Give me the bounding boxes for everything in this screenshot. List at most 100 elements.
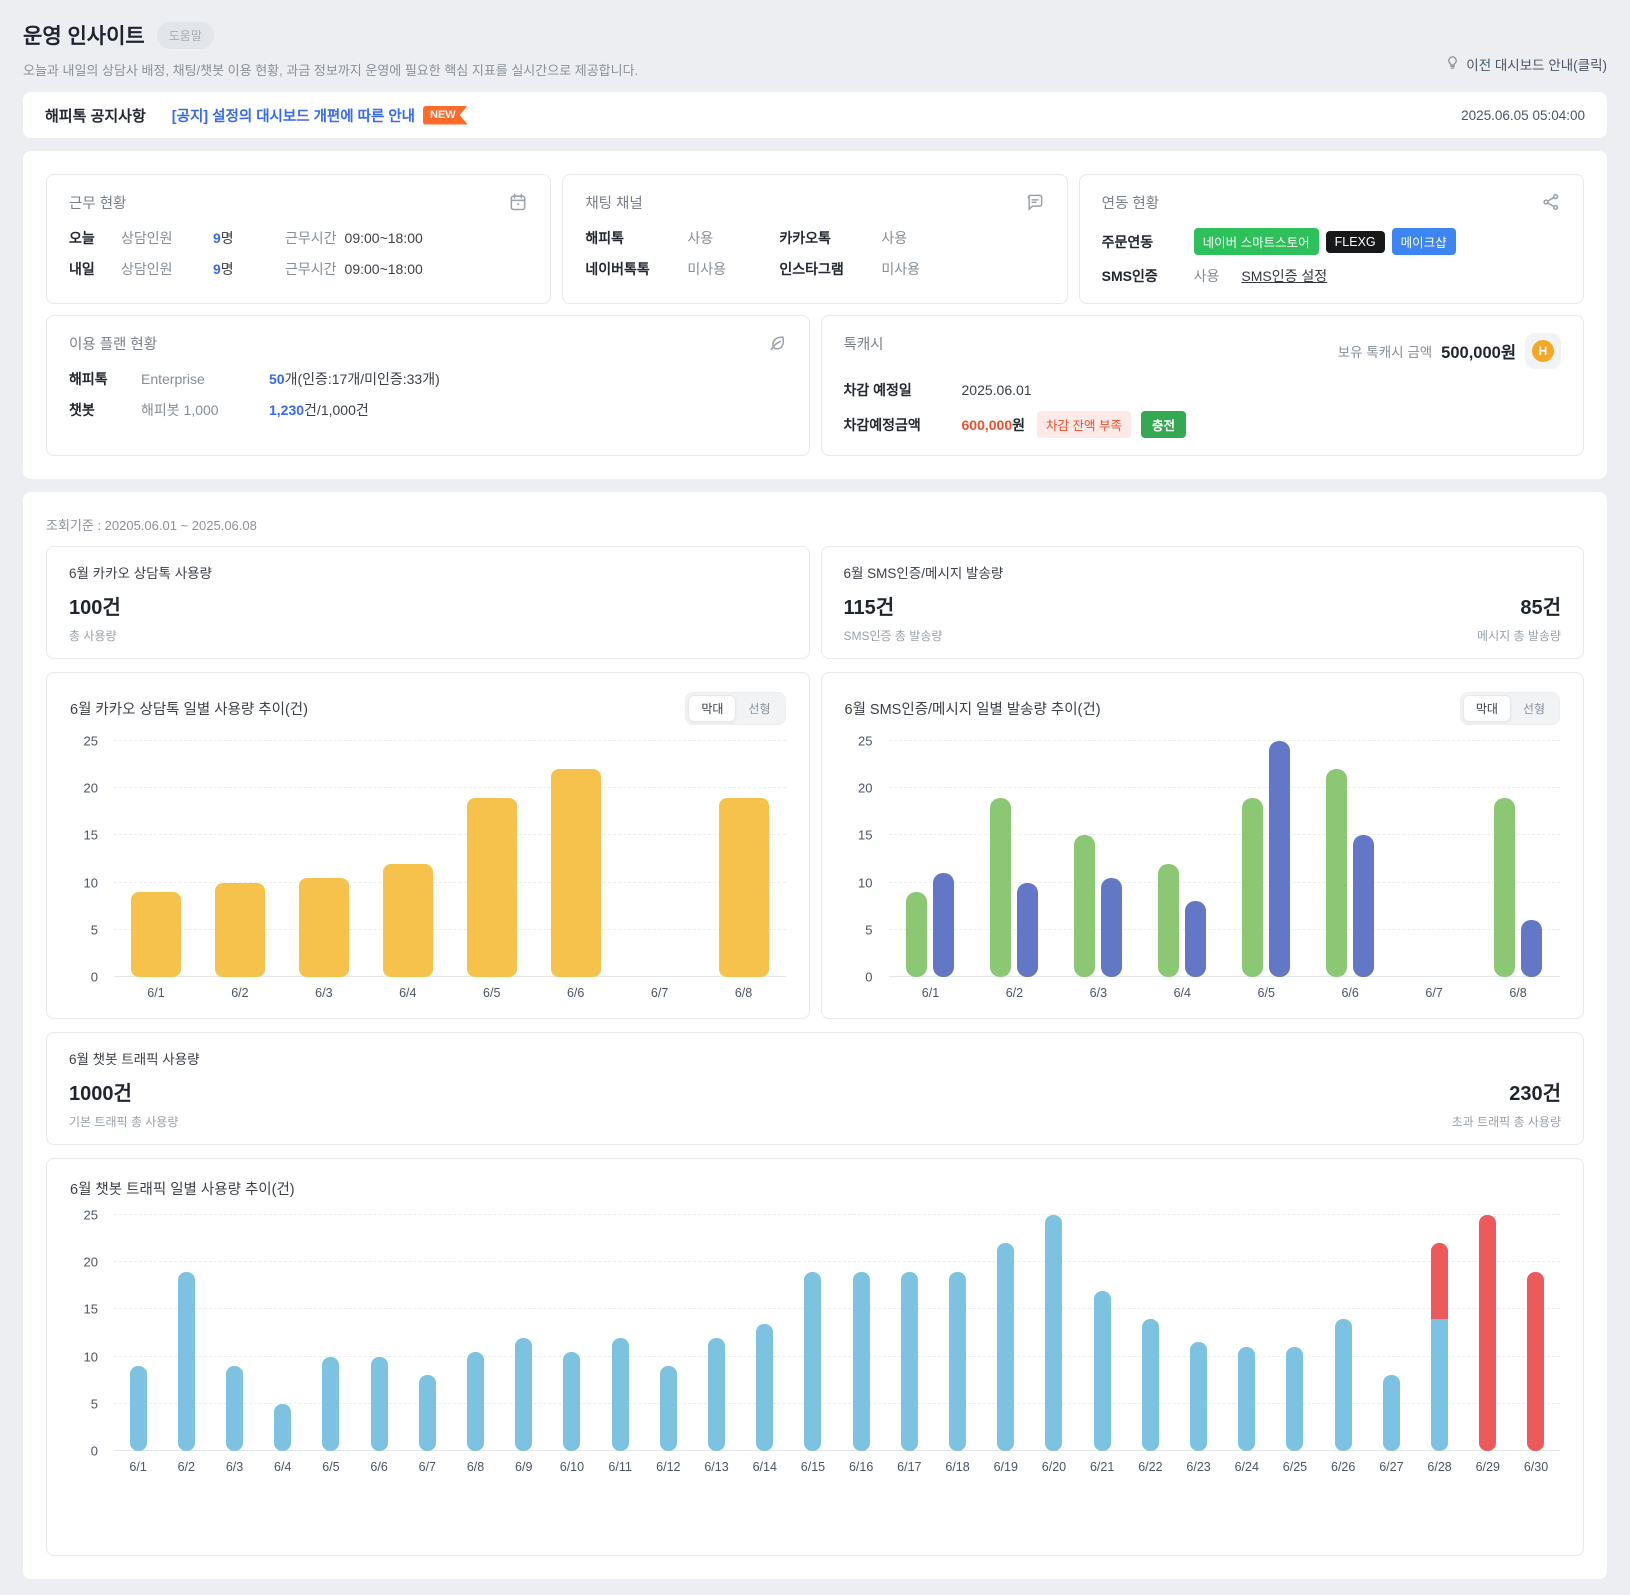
bar-group — [756, 1215, 774, 1451]
gridline — [888, 928, 1560, 930]
x-tick-label: 6/12 — [656, 1460, 681, 1474]
prev-dashboard-label: 이전 대시보드 안내(클릭) — [1466, 58, 1607, 73]
stacked-bar — [708, 1215, 726, 1451]
gridline — [114, 881, 786, 883]
x-tick-label: 6/5 — [322, 1460, 340, 1474]
category-slot — [596, 1215, 644, 1451]
bar-group — [708, 1215, 726, 1451]
work-label: 상담인원 — [121, 261, 173, 277]
sms-status: 사용 — [1193, 268, 1220, 284]
balance-value: 500,000원 — [1441, 344, 1516, 362]
chart-main: 6/1 6/2 6/3 6/4 6/5 6/6 6/7 6/8 6/9 6/10 6/11 6/12 6… — [114, 1214, 1560, 1474]
toggle-bar[interactable]: 막대 — [1462, 695, 1511, 722]
stacked-bar — [1382, 1215, 1400, 1451]
prev-dashboard-link[interactable]: 이전 대시보드 안내(클릭) — [1445, 54, 1607, 74]
x-tick-label: 6/1 — [129, 1460, 147, 1474]
bar-group — [1382, 1215, 1400, 1451]
channels-card-title: 채팅 채널 — [585, 196, 643, 212]
x-tick-label: 6/23 — [1186, 1460, 1211, 1474]
new-badge: NEW — [423, 105, 468, 125]
work-card-title: 근무 현황 — [69, 196, 127, 212]
bar-segment-0 — [322, 1356, 340, 1451]
y-tick-label: 25 — [83, 733, 98, 749]
x-tick-label: 6/19 — [993, 1460, 1018, 1474]
bar-group — [900, 1215, 918, 1451]
channel-name: 인스타그램 — [779, 261, 844, 277]
notice-link[interactable]: [공지] 설정의 대시보드 개편에 따른 안내 — [171, 108, 416, 125]
summary-caption: 총 사용량 — [69, 629, 117, 643]
bar-group — [1326, 741, 1375, 977]
category-slot — [1308, 741, 1392, 977]
order-integration-row: 주문연동 네이버 스마트스토어 FLEXG 메이크샵 — [1102, 228, 1561, 255]
bar-segment-1 — [1527, 1271, 1545, 1451]
gridline — [114, 928, 786, 930]
plan-row: 챗봇 해피봇 1,000 1,230건/1,000건 — [69, 400, 787, 420]
channel-status: 사용 — [881, 230, 908, 246]
x-axis: 6/1 6/2 6/3 6/4 6/5 6/6 6/7 6/8 — [114, 986, 786, 1000]
bar-group — [1093, 1215, 1111, 1451]
category-slot — [1476, 741, 1560, 977]
summary-value: 85건 — [1520, 597, 1561, 619]
page-subtitle: 오늘과 내일의 상담사 배정, 채팅/챗봇 이용 현황, 과금 정보까지 운영에… — [23, 63, 639, 78]
category-slot — [355, 1215, 403, 1451]
x-tick-label: 6/25 — [1282, 1460, 1308, 1474]
y-tick-label: 15 — [83, 827, 98, 843]
bar-group — [467, 1215, 485, 1451]
bar-group — [804, 1215, 822, 1451]
sms-daily-bar-chart: 0 5 10 15 20 25 6/1 6/2 6/3 6/4 6/5 6/6 6/7 6/8 — [845, 734, 1560, 1000]
x-tick-label: 6/6 — [370, 1460, 388, 1474]
charge-button[interactable]: 충전 — [1140, 411, 1186, 438]
x-tick-label: 6/11 — [608, 1460, 632, 1474]
bar-segment-0 — [708, 1337, 726, 1451]
page-header: 운영 인사이트 도움말 오늘과 내일의 상담사 배정, 채팅/챗봇 이용 현황,… — [23, 20, 1607, 79]
plot-area — [888, 740, 1560, 977]
y-tick-label: 0 — [865, 969, 873, 985]
bar-segment-0 — [226, 1366, 243, 1451]
toggle-line[interactable]: 선형 — [748, 702, 771, 716]
y-tick-label: 5 — [865, 922, 873, 938]
work-time: 09:00~18:00 — [344, 261, 423, 277]
category-slot — [198, 741, 282, 977]
bar-series-1 — [933, 873, 955, 977]
toggle-bar[interactable]: 막대 — [688, 695, 737, 722]
bar-series-0 — [906, 892, 928, 977]
bar-segment-0 — [900, 1271, 918, 1451]
x-tick-label: 6/21 — [1089, 1460, 1115, 1474]
category-slot — [210, 1215, 258, 1451]
bar-group — [1431, 1215, 1449, 1451]
page-title: 운영 인사이트 — [23, 25, 145, 48]
y-tick-label: 20 — [858, 780, 873, 796]
chart-main: 6/1 6/2 6/3 6/4 6/5 6/6 6/7 6/8 — [114, 740, 786, 1000]
category-slot — [1271, 1215, 1319, 1451]
x-tick-label: 6/1 — [147, 986, 165, 1000]
work-label: 상담인원 — [121, 230, 173, 246]
bar-series-0 — [1074, 835, 1096, 977]
bar-segment-0 — [129, 1366, 147, 1451]
category-slot — [1174, 1215, 1222, 1451]
gridline — [888, 834, 1560, 836]
category-slot — [789, 1215, 837, 1451]
bar-group — [1479, 1215, 1497, 1451]
y-tick-label: 20 — [83, 1254, 98, 1270]
bar-segment-0 — [1045, 1215, 1063, 1451]
toggle-line[interactable]: 선형 — [1522, 702, 1545, 716]
deduct-amount-value: 600,000원 — [961, 416, 1026, 433]
category-slot — [933, 1215, 981, 1451]
sms-settings-link[interactable]: SMS인증 설정 — [1241, 268, 1328, 284]
plan-type: 해피봇 1,000 — [141, 402, 219, 418]
x-tick-label: 6/8 — [466, 1460, 485, 1474]
gridline — [114, 787, 786, 789]
bar-segment-1 — [1431, 1243, 1449, 1319]
help-button[interactable]: 도움말 — [156, 21, 214, 49]
x-tick-label: 6/8 — [1509, 986, 1527, 1000]
x-tick-label: 6/4 — [399, 986, 417, 1000]
work-count: 9명 — [213, 230, 234, 246]
summary-caption: SMS인증 총 발송량 — [843, 629, 943, 643]
x-tick-label: 6/1 — [921, 986, 940, 1000]
category-slot — [1126, 1215, 1174, 1451]
bar-group — [852, 1215, 870, 1451]
category-slot — [1464, 1215, 1512, 1451]
summary-caption: 메시지 총 발송량 — [1477, 629, 1561, 643]
summary-title: 6월 카카오 상담톡 사용량 — [69, 566, 212, 581]
badge-flexg: FLEXG — [1325, 230, 1385, 253]
